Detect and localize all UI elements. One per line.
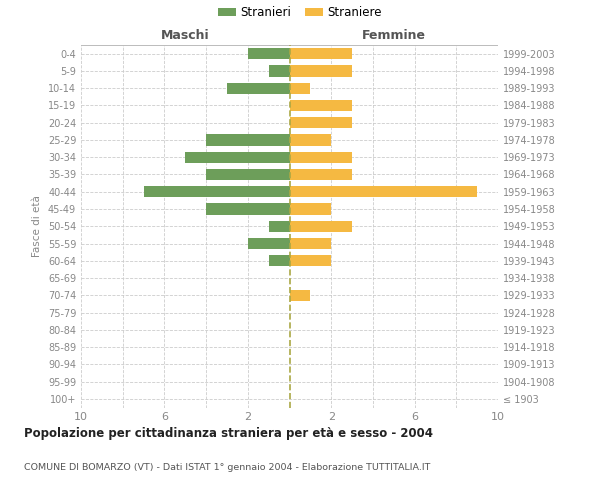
Bar (290, 169, 352, 180)
Bar (269, 220, 290, 232)
Bar (290, 48, 352, 59)
Bar (290, 66, 352, 76)
Text: Maschi: Maschi (161, 28, 209, 42)
Bar (206, 134, 290, 145)
Bar (269, 66, 290, 76)
Bar (290, 220, 352, 232)
Bar (143, 186, 290, 198)
Bar (269, 255, 290, 266)
Bar (248, 238, 290, 249)
Text: COMUNE DI BOMARZO (VT) - Dati ISTAT 1° gennaio 2004 - Elaborazione TUTTITALIA.IT: COMUNE DI BOMARZO (VT) - Dati ISTAT 1° g… (24, 462, 430, 471)
Legend: Stranieri, Straniere: Stranieri, Straniere (218, 6, 382, 19)
Bar (185, 152, 290, 163)
Y-axis label: Anni di nascita: Anni di nascita (598, 188, 600, 265)
Bar (206, 169, 290, 180)
Bar (290, 238, 331, 249)
Text: Popolazione per cittadinanza straniera per età e sesso - 2004: Popolazione per cittadinanza straniera p… (24, 428, 433, 440)
Bar (290, 290, 310, 301)
Bar (290, 100, 352, 111)
Bar (206, 204, 290, 214)
Bar (290, 152, 352, 163)
Bar (290, 82, 310, 94)
Text: Femmine: Femmine (362, 28, 426, 42)
Bar (290, 204, 331, 214)
Y-axis label: Fasce di età: Fasce di età (32, 196, 42, 257)
Bar (248, 48, 290, 59)
Bar (290, 255, 331, 266)
Bar (290, 186, 477, 198)
Bar (290, 117, 352, 128)
Bar (290, 134, 331, 145)
Bar (227, 82, 290, 94)
